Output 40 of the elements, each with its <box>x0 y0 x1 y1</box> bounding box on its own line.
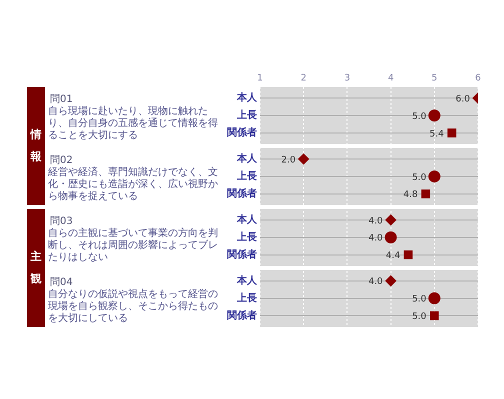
text: 情報 <box>29 126 42 165</box>
data-label: 5.0 <box>412 172 427 183</box>
text: 主観 <box>30 248 42 287</box>
text: 問01 <box>50 93 73 106</box>
y-tick-label: 上長 <box>236 230 257 243</box>
y-tick-label: 本人 <box>236 274 258 286</box>
data-label: 4.8 <box>403 190 418 200</box>
data-label: 4.0 <box>368 216 384 226</box>
x-tick-label: 3 <box>344 74 350 84</box>
x-tick-label: 5 <box>432 74 438 84</box>
x-tick-label: 6 <box>475 74 482 84</box>
y-tick-label: 上長 <box>236 292 257 304</box>
text: 自らの主観に基づいて事業の方向を判断し、それは周囲の影響によってブレたりはしない <box>48 228 218 264</box>
y-tick-label: 関係者 <box>227 126 257 139</box>
y-tick-label: 上長 <box>236 170 257 182</box>
y-tick-label: 上長 <box>236 109 257 122</box>
x-tick-label: 2 <box>300 74 306 84</box>
x-tick-label: 4 <box>388 74 394 84</box>
data-label: 5.0 <box>412 312 427 322</box>
text: 自分なりの仮説や視点をもって経営の現場を自ら観察し、そこから得たものを大切にしている <box>48 288 218 325</box>
data-label: 4.0 <box>368 234 384 244</box>
text: 問04 <box>50 276 73 289</box>
y-tick-label: 関係者 <box>227 187 257 200</box>
data-label: 5.0 <box>412 112 427 122</box>
text: 問02 <box>50 154 73 166</box>
x-tick-label: 1 <box>257 74 263 84</box>
data-label: 6.0 <box>456 94 470 104</box>
text: 問03 <box>50 214 73 228</box>
data-label: 4.4 <box>386 251 400 262</box>
y-tick-label: 本人 <box>236 92 258 104</box>
data-label: 4.0 <box>368 277 384 288</box>
data-label: 5.0 <box>412 294 427 305</box>
y-tick-label: 本人 <box>236 152 258 165</box>
y-tick-label: 本人 <box>236 214 258 226</box>
data-label: 5.4 <box>430 129 444 140</box>
y-tick-label: 関係者 <box>227 248 257 260</box>
y-tick-label: 関係者 <box>227 309 257 322</box>
text: 自ら現場に赴いたり、現物に触れたり、自分自身の五感を通じて情報を得ることを大切にする <box>48 106 218 142</box>
data-label: 2.0 <box>281 155 296 166</box>
text: 経営や経済、専門知識だけでなく、文化・歴史にも造詣が深く、広い視野から物事を捉えている <box>48 167 218 204</box>
